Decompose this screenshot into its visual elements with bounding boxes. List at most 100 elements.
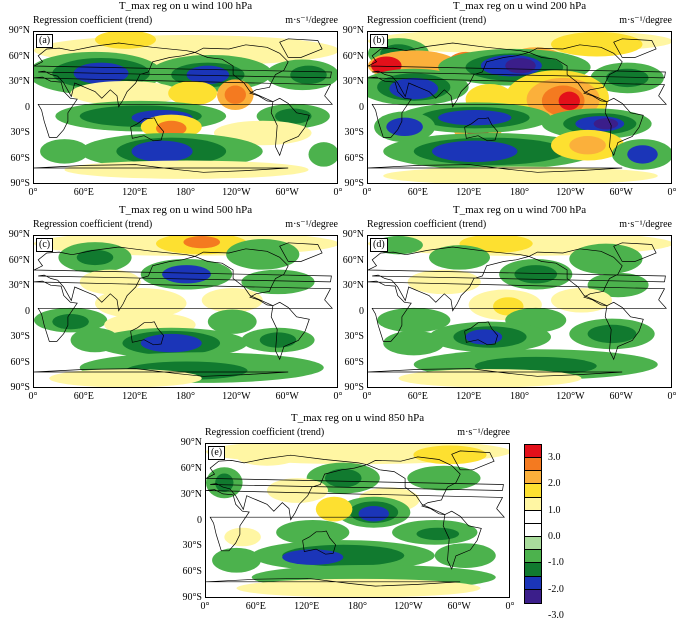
- shading-blob: [324, 468, 362, 488]
- shading-blob: [416, 527, 460, 541]
- panel-title: T_max reg on u wind 700 hPa: [452, 204, 587, 216]
- panel-letter: (c): [36, 238, 54, 252]
- lon-tick-label: 60°W: [609, 187, 633, 198]
- shading-blob: [358, 506, 389, 522]
- shading-blob: [224, 527, 261, 547]
- shading-blob: [514, 265, 558, 284]
- lat-tick-label: 90°N: [8, 25, 30, 36]
- lon-tick-label: 0°: [28, 187, 38, 198]
- coastline: [130, 117, 164, 142]
- lat-tick-label: 60°S: [10, 356, 30, 368]
- coastline: [442, 510, 482, 570]
- lon-tick-label: 0°: [333, 187, 343, 198]
- coastline: [451, 450, 495, 471]
- lat-tick-label: 90°S: [10, 178, 30, 189]
- lon-tick-label: 0°: [667, 187, 677, 198]
- panel-title: T_max reg on u wind 100 hPa: [118, 0, 253, 12]
- shading-blob: [241, 269, 315, 295]
- lon-tick-label: 60°W: [275, 391, 299, 402]
- lon-tick-label: 0°: [362, 391, 372, 402]
- shading-blob: [605, 68, 649, 88]
- coastline: [528, 44, 623, 103]
- shading-blob: [212, 547, 261, 573]
- coastline: [368, 76, 667, 138]
- colorbar-segment: [525, 523, 541, 538]
- colorbar-segment: [525, 510, 541, 524]
- shading-blob: [386, 117, 423, 137]
- lon-tick-label: 180°: [510, 391, 529, 402]
- shading-blob: [407, 269, 481, 295]
- lon-tick-label: 120°W: [394, 601, 423, 612]
- shading-blob: [274, 108, 312, 124]
- lat-tick-label: 0: [25, 101, 30, 113]
- shading-blob: [183, 236, 221, 249]
- coastline: [34, 42, 332, 108]
- shading-blob: [429, 245, 490, 270]
- shading-blob: [226, 239, 300, 270]
- colorbar-segment: [525, 537, 541, 551]
- shading-blob: [95, 288, 187, 319]
- shading-blob: [569, 243, 643, 275]
- shading-blob: [131, 140, 193, 163]
- lat-tick-label: 60°S: [344, 356, 364, 368]
- shading-blob: [389, 77, 439, 100]
- coastline: [368, 164, 623, 173]
- coastline: [194, 44, 289, 103]
- shading-field: [34, 236, 337, 387]
- panel-variable-label: Regression coefficient (trend): [33, 15, 153, 26]
- panel-title: T_max reg on u wind 200 hPa: [452, 0, 587, 12]
- lat-tick-label: 60°N: [342, 50, 364, 62]
- shading-blob: [383, 166, 658, 183]
- colorbar-segment: [525, 550, 541, 564]
- colorbar-segment: [525, 484, 541, 498]
- panel-letter: (a): [36, 34, 54, 48]
- lon-tick-label: 0°: [200, 601, 210, 612]
- panel-letter: (e): [208, 446, 226, 460]
- lon-tick-label: 60°W: [609, 391, 633, 402]
- lon-tick-label: 0°: [362, 187, 372, 198]
- lon-tick-label: 0°: [505, 601, 515, 612]
- coastline: [368, 280, 667, 342]
- coastline: [279, 242, 323, 262]
- shading-blob: [49, 369, 202, 387]
- lat-tick-label: 0: [25, 305, 30, 317]
- map-area: (b): [367, 31, 672, 184]
- shading-blob: [79, 269, 141, 295]
- shading-blob: [52, 314, 89, 330]
- shading-blob: [70, 327, 120, 353]
- coastline: [368, 42, 666, 108]
- shading-blob: [282, 549, 344, 565]
- shading-field: [206, 444, 509, 597]
- coastline: [270, 97, 310, 157]
- lat-tick-label: 60°N: [8, 254, 30, 266]
- lon-tick-label: 60°E: [407, 187, 428, 198]
- lat-tick-label: 0: [359, 101, 364, 113]
- lat-tick-label: 30°N: [8, 280, 30, 291]
- lon-tick-label: 0°: [667, 391, 677, 402]
- lon-tick-label: 180°: [348, 601, 367, 612]
- lat-tick-label: 30°N: [8, 76, 30, 87]
- colorbar-segment: [525, 458, 541, 472]
- shading-blob: [558, 91, 580, 111]
- lon-tick-label: 180°: [176, 391, 195, 402]
- lat-tick-label: 30°S: [182, 540, 202, 552]
- colorbar-segment: [525, 471, 541, 485]
- panel-title: T_max reg on u wind 500 hPa: [118, 204, 253, 216]
- lat-tick-label: 60°S: [182, 566, 202, 578]
- shading-blob: [398, 369, 582, 387]
- shading-blob: [168, 80, 218, 106]
- lat-tick-label: 60°N: [342, 254, 364, 266]
- panel-letter: (d): [370, 238, 388, 252]
- lat-tick-label: 90°S: [344, 178, 364, 189]
- lon-tick-label: 120°E: [122, 187, 148, 198]
- shading-blob: [627, 145, 658, 164]
- lon-tick-label: 60°W: [275, 187, 299, 198]
- lat-tick-label: 30°S: [10, 331, 30, 342]
- coastline: [366, 456, 461, 515]
- lon-tick-label: 0°: [333, 391, 343, 402]
- coastline: [34, 246, 332, 312]
- shading-blob: [377, 307, 451, 333]
- shading-blob: [434, 543, 496, 568]
- lon-tick-label: 60°E: [73, 391, 94, 402]
- lat-tick-label: 90°N: [342, 229, 364, 240]
